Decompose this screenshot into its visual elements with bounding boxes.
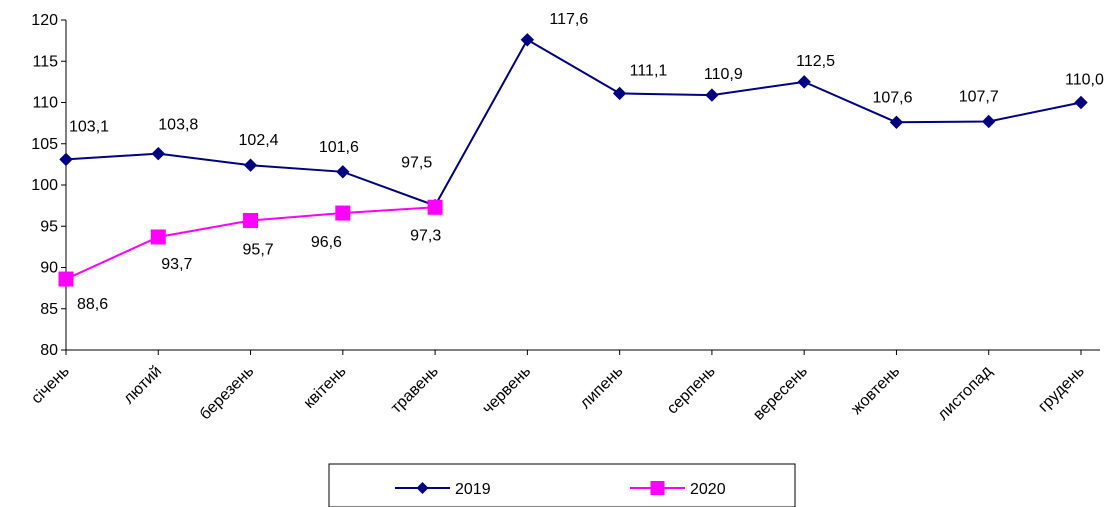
y-tick-label: 100 xyxy=(31,177,58,194)
point-2020-0 xyxy=(58,271,74,287)
data-label-2019-8: 112,5 xyxy=(796,53,835,70)
y-tick-label: 95 xyxy=(40,218,58,235)
legend-box xyxy=(328,463,796,507)
point-2020-2 xyxy=(243,212,259,228)
y-tick-label: 90 xyxy=(40,260,58,277)
legend-marker-2019 xyxy=(416,482,429,494)
data-label-2019-2: 102,4 xyxy=(239,132,279,149)
point-2019-3 xyxy=(336,165,350,179)
x-tick-label: лютий xyxy=(120,363,165,408)
series-markers xyxy=(58,33,1088,287)
y-tick-label: 115 xyxy=(32,53,58,70)
data-label-2019-10: 107,7 xyxy=(959,88,999,105)
point-2020-3 xyxy=(335,205,351,221)
x-tick-label: листопад xyxy=(935,362,996,423)
y-tick-label: 85 xyxy=(40,301,58,318)
point-2019-10 xyxy=(982,114,996,129)
point-2019-1 xyxy=(151,146,165,161)
point-2019-0 xyxy=(59,152,73,167)
point-2019-11 xyxy=(1074,95,1088,110)
data-label-2020-2: 95,7 xyxy=(243,241,274,258)
data-label-2020-4: 97,3 xyxy=(410,227,441,244)
series-line-2019 xyxy=(65,38,1082,207)
axes xyxy=(65,20,1100,351)
data-labels: 103,1 103,8 102,4 101,6 97,5 117,6 111,1 110,9 1… xyxy=(69,11,1104,313)
data-label-2019-5: 117,6 xyxy=(549,11,588,28)
point-2019-5 xyxy=(520,33,535,47)
point-2020-1 xyxy=(150,229,166,245)
x-tick-label: грудень xyxy=(1035,363,1088,416)
x-tick-label: квітень xyxy=(301,363,350,412)
data-label-2019-6: 111,1 xyxy=(630,62,668,79)
x-tick-label: липень xyxy=(577,363,627,413)
point-2019-6 xyxy=(612,86,627,101)
x-tick-label: травень xyxy=(388,363,442,417)
y-tick-label: 120 xyxy=(31,12,58,29)
x-tick-label: січень xyxy=(28,363,73,408)
x-tick-label: жовтень xyxy=(848,363,903,418)
y-tick-label: 105 xyxy=(31,136,58,153)
data-label-2020-0: 88,6 xyxy=(77,296,108,313)
x-ticks: січень лютий березень квітень травень червень… xyxy=(28,350,1088,424)
x-tick-label: серпень xyxy=(664,363,719,418)
data-label-2019-4: 97,5 xyxy=(401,155,432,172)
series-lines xyxy=(65,38,1082,280)
data-label-2019-9: 107,6 xyxy=(872,89,912,106)
y-tick-label: 80 xyxy=(40,342,58,359)
x-tick-label: вересень xyxy=(750,363,811,424)
point-2019-9 xyxy=(889,115,904,130)
legend-label-2019: 2019 xyxy=(455,481,491,498)
data-label-2019-3: 101,6 xyxy=(319,139,359,156)
data-label-2019-7: 110,9 xyxy=(704,66,743,83)
point-2019-7 xyxy=(705,88,719,102)
data-label-2020-3: 96,6 xyxy=(311,234,342,251)
point-2019-2 xyxy=(243,158,258,172)
y-tick-label: 110 xyxy=(32,95,58,112)
x-tick-label: червень xyxy=(479,363,534,418)
y-ticks: 80 85 90 95 100 105 110 115 120 xyxy=(31,12,66,359)
data-label-2019-11: 110,0 xyxy=(1065,72,1104,89)
x-tick-label: березень xyxy=(197,363,258,424)
point-2020-4 xyxy=(427,199,443,215)
data-label-2019-1: 103,8 xyxy=(158,117,198,134)
legend-marker-2020 xyxy=(650,481,665,495)
point-2019-8 xyxy=(797,75,811,89)
legend-label-2020: 2020 xyxy=(690,481,726,498)
legend: 2019 2020 xyxy=(328,463,796,507)
data-label-2019-0: 103,1 xyxy=(69,118,109,135)
data-label-2020-1: 93,7 xyxy=(161,256,192,273)
